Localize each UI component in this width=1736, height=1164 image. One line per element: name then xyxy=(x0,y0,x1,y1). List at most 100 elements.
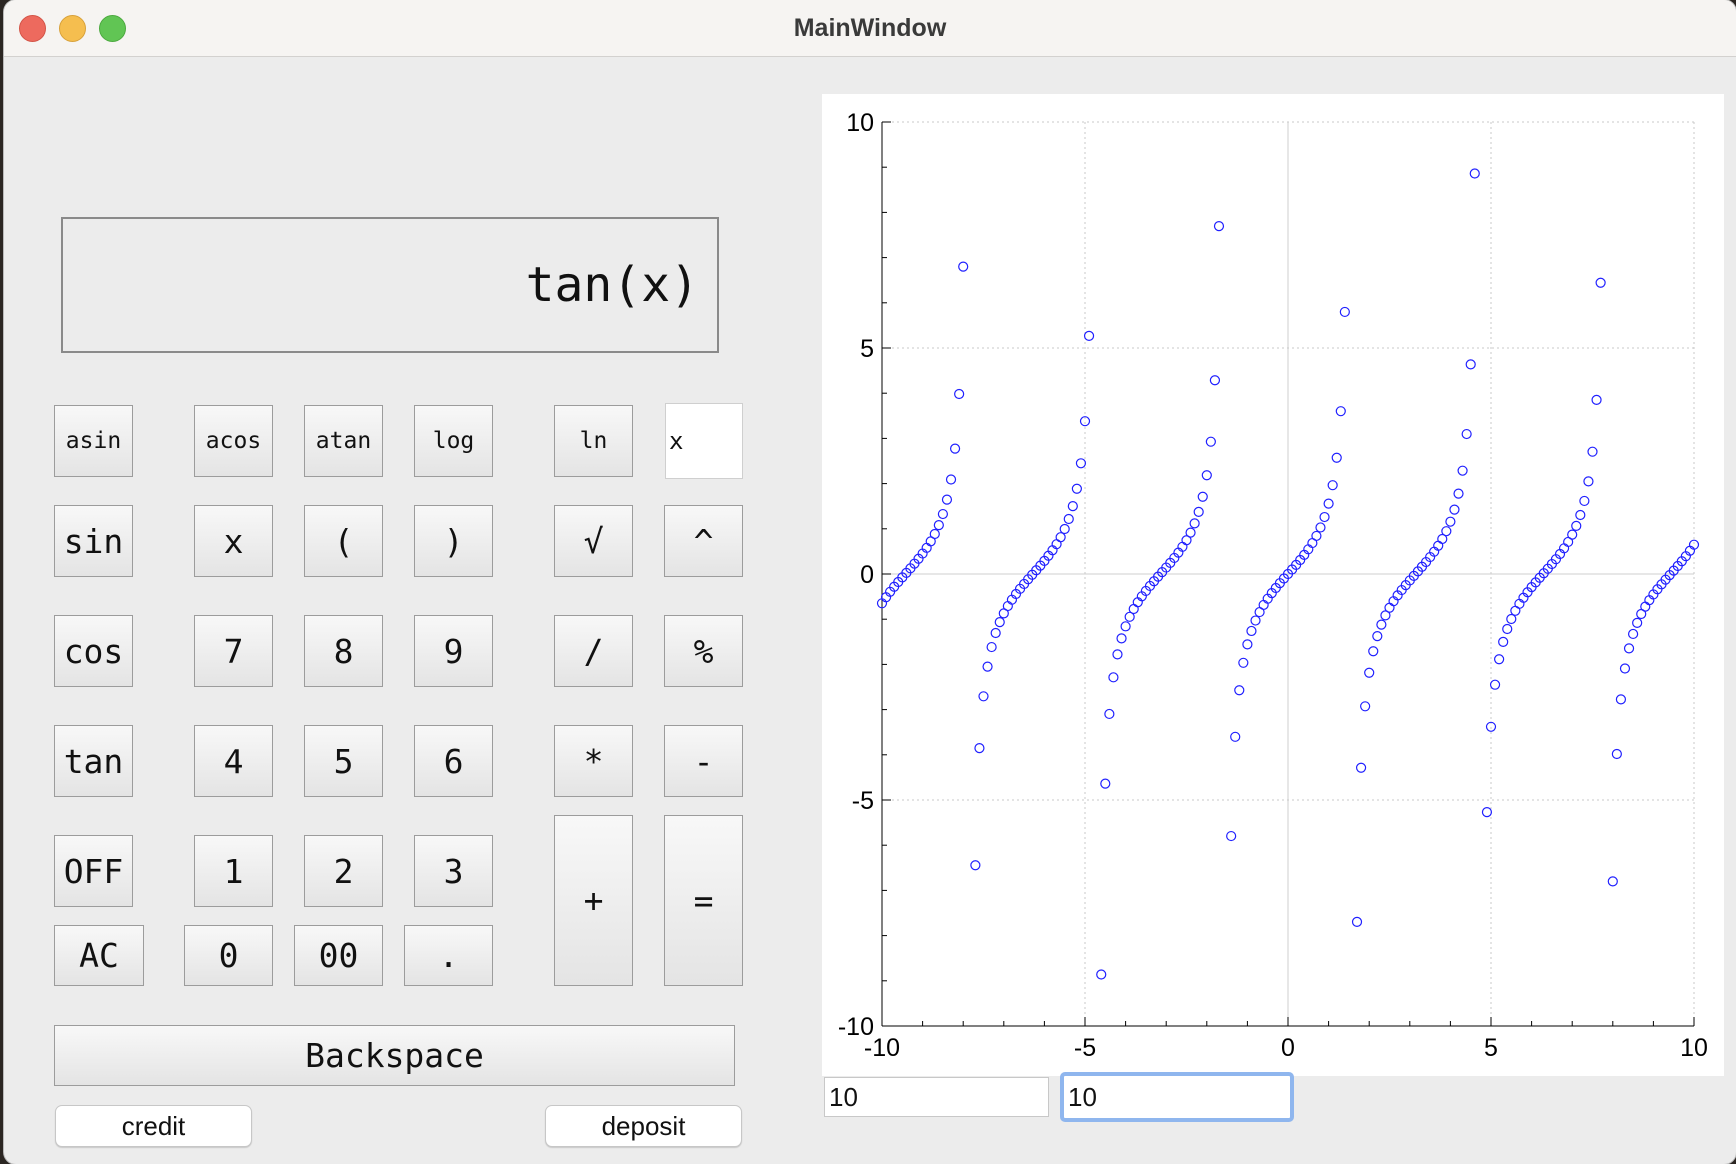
data-point xyxy=(1380,610,1391,621)
expression-display: tan(x) xyxy=(61,217,719,353)
digit-7-button[interactable]: 7 xyxy=(194,615,273,687)
add-button[interactable]: + xyxy=(554,815,633,986)
digit-0-button[interactable]: 0 xyxy=(184,925,273,986)
y-tick-label: -10 xyxy=(838,1013,874,1041)
data-point xyxy=(1339,306,1350,318)
close-window-button[interactable] xyxy=(19,15,46,42)
data-point xyxy=(1627,628,1639,640)
atan-button[interactable]: atan xyxy=(304,405,383,477)
data-point xyxy=(1567,529,1578,540)
sin-button[interactable]: sin xyxy=(54,505,133,577)
digit-5-button[interactable]: 5 xyxy=(304,725,383,797)
data-point xyxy=(1615,694,1627,705)
multiply-button[interactable]: * xyxy=(554,725,633,797)
y-tick-label: 5 xyxy=(860,335,874,363)
data-point xyxy=(1104,708,1115,720)
digit-8-button[interactable]: 8 xyxy=(304,615,383,687)
power-button[interactable]: ^ xyxy=(664,505,743,577)
x-tick-label: 0 xyxy=(1281,1034,1295,1062)
subtract-button[interactable]: - xyxy=(664,725,743,797)
x-tick-label: -5 xyxy=(1074,1034,1096,1062)
data-point xyxy=(1461,428,1472,440)
data-point xyxy=(1315,522,1326,533)
digit-9-button[interactable]: 9 xyxy=(414,615,493,687)
data-point xyxy=(1688,539,1700,550)
sqrt-button[interactable]: √ xyxy=(554,505,633,577)
x-tick-label: 10 xyxy=(1680,1034,1708,1062)
modulo-button[interactable]: % xyxy=(664,615,743,687)
minimize-window-button[interactable] xyxy=(59,15,86,42)
off-button[interactable]: OFF xyxy=(54,835,133,907)
data-point xyxy=(949,443,961,454)
x-value-input[interactable]: x xyxy=(665,403,743,479)
ln-button[interactable]: ln xyxy=(554,405,633,477)
digit-2-button[interactable]: 2 xyxy=(304,835,383,907)
window-title: MainWindow xyxy=(793,14,947,42)
y-range-input[interactable]: 10 xyxy=(1060,1072,1294,1122)
credit-button[interactable]: credit xyxy=(55,1105,252,1147)
data-point xyxy=(1319,511,1330,523)
expression-text: tan(x) xyxy=(525,257,699,313)
data-point xyxy=(1209,375,1221,386)
data-point xyxy=(1124,611,1135,622)
all-clear-button[interactable]: AC xyxy=(54,925,144,986)
data-point xyxy=(1075,458,1087,469)
data-point xyxy=(1360,701,1371,712)
x-range-input[interactable]: 10 xyxy=(824,1077,1049,1117)
asin-button[interactable]: asin xyxy=(54,405,133,477)
data-point xyxy=(1489,679,1501,690)
data-point xyxy=(970,860,981,871)
y-tick-label: 10 xyxy=(846,109,874,137)
cos-button[interactable]: cos xyxy=(54,615,133,687)
data-point xyxy=(1067,501,1078,512)
divide-button[interactable]: / xyxy=(554,615,633,687)
backspace-button[interactable]: Backspace xyxy=(54,1025,735,1086)
data-point xyxy=(1189,518,1200,529)
x-variable-button[interactable]: x xyxy=(194,505,273,577)
data-point xyxy=(1368,646,1379,657)
data-point xyxy=(1116,633,1127,644)
data-point xyxy=(1498,636,1509,647)
digit-1-button[interactable]: 1 xyxy=(194,835,273,907)
data-point xyxy=(1437,533,1448,545)
acos-button[interactable]: acos xyxy=(194,405,273,477)
digit-4-button[interactable]: 4 xyxy=(194,725,273,797)
data-point xyxy=(1055,532,1066,543)
double-zero-button[interactable]: 00 xyxy=(294,925,383,986)
data-point xyxy=(1185,527,1196,538)
data-point xyxy=(1128,603,1139,615)
deposit-button[interactable]: deposit xyxy=(545,1105,742,1147)
digit-3-button[interactable]: 3 xyxy=(414,835,493,907)
data-point xyxy=(1364,667,1375,678)
data-point xyxy=(1197,491,1208,502)
close-paren-button[interactable]: ) xyxy=(414,505,493,577)
data-point xyxy=(1632,617,1643,629)
data-point xyxy=(1355,762,1367,773)
data-point xyxy=(1591,394,1602,405)
digit-6-button[interactable]: 6 xyxy=(414,725,493,797)
data-point xyxy=(1351,916,1363,927)
maximize-window-button[interactable] xyxy=(99,15,126,42)
data-point xyxy=(1063,513,1074,525)
data-point xyxy=(1201,470,1212,481)
log-button[interactable]: log xyxy=(414,405,493,477)
data-point xyxy=(1083,330,1095,342)
data-point xyxy=(1469,168,1480,179)
data-point xyxy=(1079,416,1091,427)
data-point xyxy=(1640,601,1651,612)
data-point xyxy=(1502,623,1513,635)
open-paren-button[interactable]: ( xyxy=(304,505,383,577)
x-tick-label: -10 xyxy=(864,1034,900,1062)
equals-button[interactable]: = xyxy=(664,815,743,986)
decimal-point-button[interactable]: . xyxy=(404,925,493,986)
data-point xyxy=(974,743,985,754)
data-point xyxy=(958,261,969,272)
data-point xyxy=(1384,602,1395,613)
data-point xyxy=(1181,535,1192,546)
tan-button[interactable]: tan xyxy=(54,725,133,797)
data-point xyxy=(1619,663,1631,674)
data-point xyxy=(1120,621,1131,632)
data-point xyxy=(1226,830,1237,842)
data-point xyxy=(1587,446,1598,457)
data-point xyxy=(978,691,989,702)
